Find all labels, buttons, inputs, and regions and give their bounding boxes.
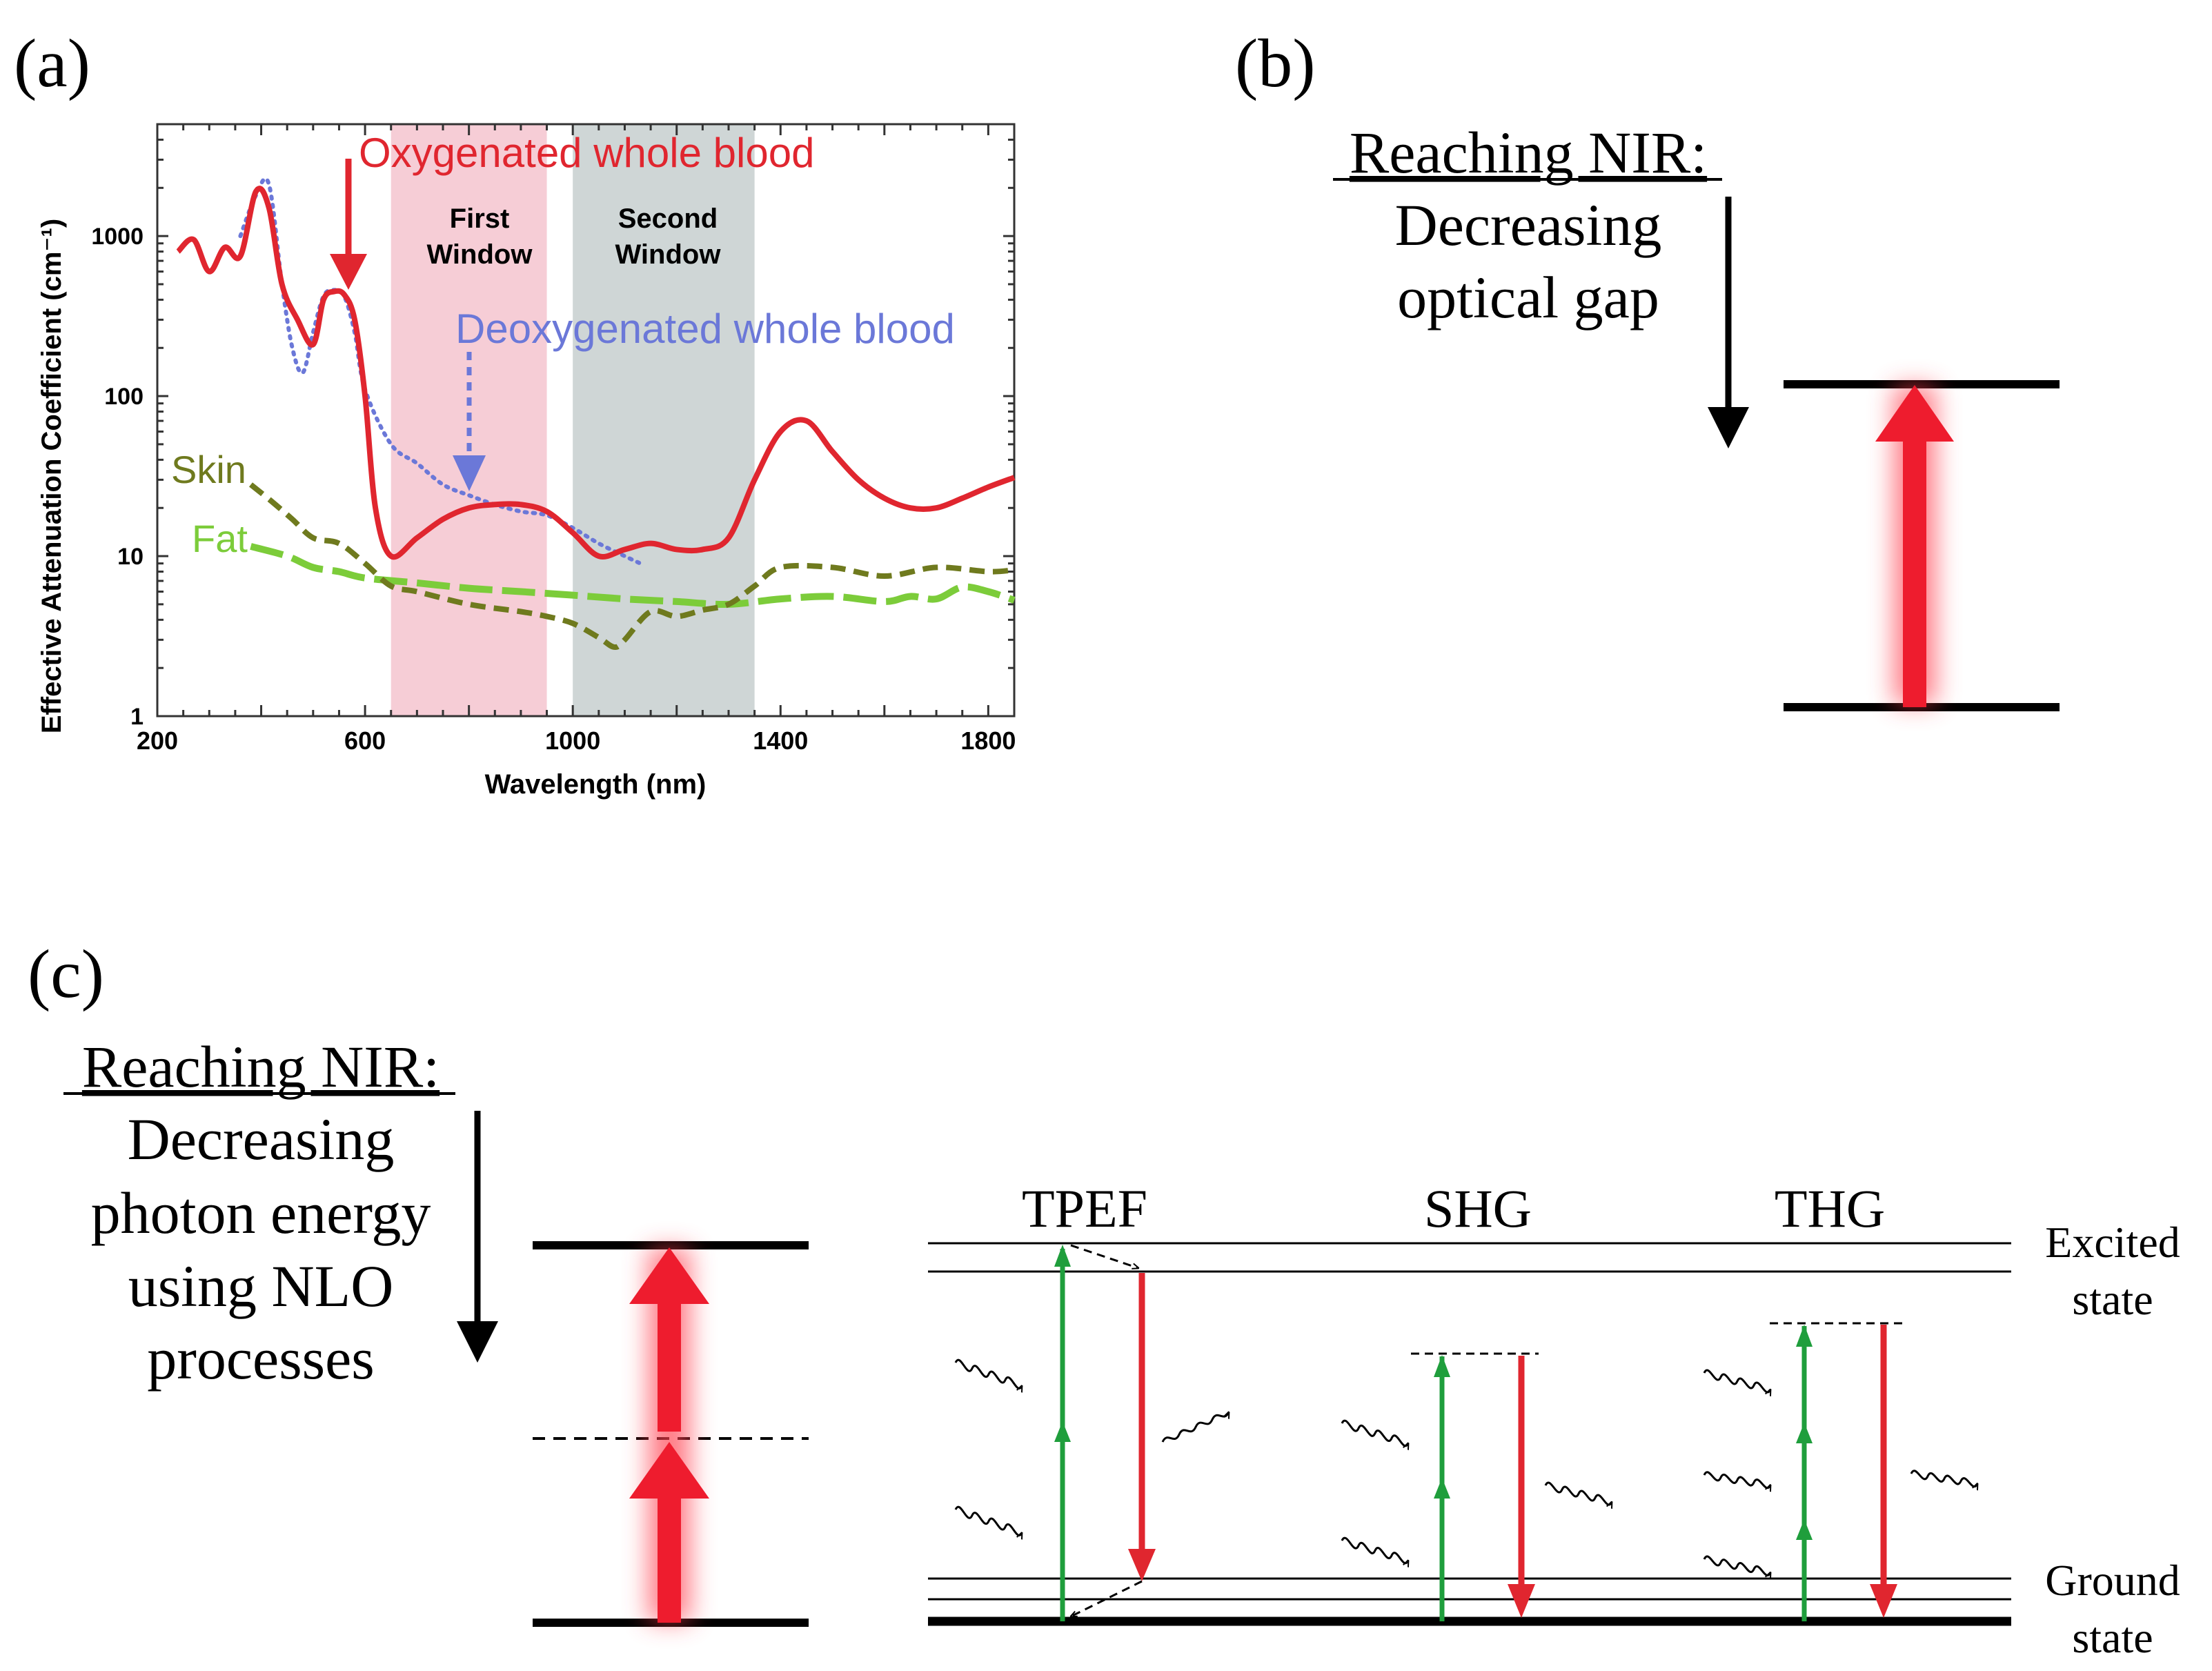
c-down-arrow-head <box>457 1321 498 1363</box>
second-window-label-1: Second <box>618 204 718 234</box>
panel-label-a: (a) <box>14 25 90 101</box>
chart-axes: 200 600 1000 1400 1800 1 10 100 1000 <box>91 123 1016 755</box>
c-line-2: photon energy <box>91 1180 431 1246</box>
oxy-arrow-head <box>330 254 367 290</box>
panel-c-jablonski: TPEF SHG THG Excited state Ground state <box>928 1178 2180 1662</box>
y-tick-label: 1 <box>130 704 144 730</box>
label-thg: THG <box>1775 1178 1885 1238</box>
y-tick-label: 100 <box>104 384 144 410</box>
y-axis-label: Effective Attenuation Coefficient (cm⁻¹) <box>37 219 67 733</box>
excited-label-2: state <box>2072 1275 2153 1324</box>
first-window-label-2: Window <box>427 239 533 270</box>
series-skin <box>248 482 1015 650</box>
tpef-excitation-head-2 <box>1054 1245 1071 1267</box>
c-line-3: using NLO <box>128 1253 394 1319</box>
photon-wave-icon <box>954 1505 1022 1535</box>
shg-excitation-head-1 <box>1434 1478 1450 1499</box>
x-axis-label: Wavelength (nm) <box>485 769 707 800</box>
c-red-arrow-2-shaft <box>658 1494 681 1623</box>
first-window-label-1: First <box>450 204 510 234</box>
y-tick-label: 1000 <box>91 224 144 250</box>
photon-waves <box>954 1358 1977 1575</box>
ground-label-2: state <box>2072 1613 2153 1662</box>
label-shg: SHG <box>1424 1178 1532 1238</box>
panel-label-c: (c) <box>28 936 104 1012</box>
y-tick-label: 10 <box>117 544 144 570</box>
c-red-arrow-1-shaft <box>658 1297 681 1432</box>
b-red-arrow-head <box>1875 385 1954 442</box>
thg-excitation-head-2 <box>1796 1423 1813 1443</box>
photon-wave-icon <box>1341 1419 1408 1446</box>
x-tick-label: 1800 <box>960 726 1016 755</box>
excited-label-1: Excited <box>2045 1218 2180 1267</box>
x-tick-label: 600 <box>344 726 386 755</box>
label-deoxygenated: Deoxygenated whole blood <box>455 306 955 352</box>
photon-wave-icon <box>1703 1369 1770 1392</box>
thg-excitation-head-3 <box>1796 1325 1813 1347</box>
b-down-arrow-head <box>1708 407 1749 448</box>
b-heading: Reaching NIR: <box>1350 119 1707 186</box>
photon-wave-icon <box>1161 1412 1229 1443</box>
panel-label-b: (b) <box>1235 25 1316 101</box>
thg-excitation-head-1 <box>1796 1519 1813 1540</box>
photon-wave-icon <box>1341 1536 1408 1563</box>
c-heading: Reaching NIR: <box>82 1034 440 1100</box>
c-red-arrow-2-head <box>629 1442 709 1499</box>
thg-emission-head <box>1870 1584 1897 1618</box>
panel-c-left: Reaching NIR: Decreasing photon energy u… <box>63 1034 809 1627</box>
label-tpef: TPEF <box>1022 1178 1147 1238</box>
photon-wave-icon <box>1703 1471 1770 1488</box>
x-tick-label: 200 <box>137 726 178 755</box>
label-fat: Fat <box>192 517 248 560</box>
deoxy-arrow-head <box>453 455 486 491</box>
b-line-2: optical gap <box>1397 264 1659 330</box>
shg-excitation-head-2 <box>1434 1355 1450 1377</box>
chart-series <box>176 176 1016 650</box>
panel-b: Reaching NIR: Decreasing optical gap <box>1333 119 2060 711</box>
photon-wave-icon <box>1703 1555 1770 1575</box>
photon-wave-icon <box>1544 1481 1612 1505</box>
c-line-1: Decreasing <box>128 1106 395 1172</box>
x-tick-label: 1400 <box>753 726 808 755</box>
tpef-excitation-head-1 <box>1054 1421 1071 1442</box>
c-red-arrow-1-head <box>629 1247 709 1304</box>
series-oxygenated-whole-blood <box>176 186 1016 560</box>
x-tick-label: 1000 <box>545 726 600 755</box>
photon-wave-icon <box>954 1358 1022 1388</box>
second-window-band <box>573 124 755 716</box>
tpef-relax-upper <box>1070 1244 1138 1268</box>
photon-wave-icon <box>1910 1470 1977 1487</box>
b-red-arrow-shaft <box>1903 435 1926 707</box>
tpef-emission-head <box>1128 1549 1156 1581</box>
second-window-label-2: Window <box>615 239 722 270</box>
series-fat <box>250 543 1016 608</box>
c-line-4: processes <box>147 1325 375 1392</box>
label-oxygenated: Oxygenated whole blood <box>359 130 814 176</box>
label-skin: Skin <box>171 448 246 491</box>
ground-label-1: Ground <box>2045 1556 2180 1605</box>
shg-emission-head <box>1508 1584 1535 1618</box>
chart-a: 200 600 1000 1400 1800 1 10 100 1000 First Windo… <box>37 123 1016 800</box>
b-line-1: Decreasing <box>1395 192 1662 258</box>
